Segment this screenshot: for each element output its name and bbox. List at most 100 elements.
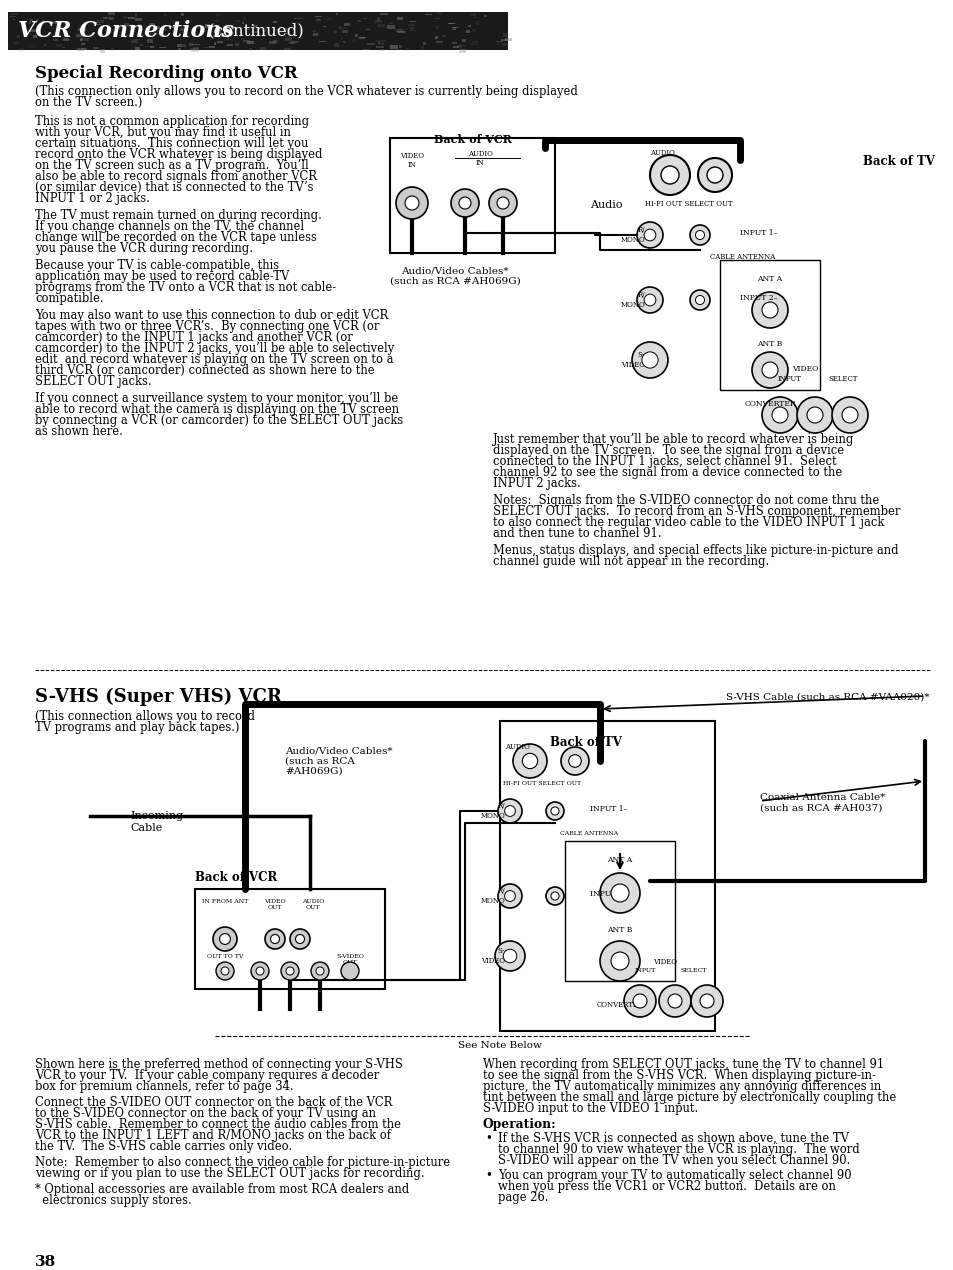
Text: Menus, status displays, and special effects like picture-in-picture and: Menus, status displays, and special effe… — [493, 544, 898, 558]
Bar — [29, 22, 30, 24]
Circle shape — [806, 406, 822, 423]
Bar — [33, 34, 37, 38]
Text: CONVERTER: CONVERTER — [743, 400, 795, 408]
Bar — [209, 46, 214, 48]
Bar — [343, 41, 345, 43]
Circle shape — [497, 884, 521, 908]
Bar — [84, 38, 89, 41]
Bar — [50, 22, 57, 24]
Text: INPUT 1–: INPUT 1– — [589, 805, 627, 813]
Bar — [129, 24, 132, 28]
Bar — [179, 28, 187, 32]
Bar — [12, 19, 15, 20]
Bar — [484, 15, 487, 17]
Bar — [205, 24, 210, 28]
Bar — [124, 23, 130, 25]
Bar — [8, 11, 507, 50]
Bar — [472, 42, 477, 44]
Bar — [103, 17, 108, 19]
Bar — [500, 39, 509, 41]
Bar — [153, 32, 157, 36]
Bar — [232, 27, 234, 30]
Text: OUT TO TV: OUT TO TV — [207, 954, 243, 959]
Bar — [448, 23, 452, 24]
Text: You can program your TV to automatically select channel 90: You can program your TV to automatically… — [497, 1168, 851, 1182]
Text: VIDEO: VIDEO — [652, 958, 677, 966]
Text: Back of TV: Back of TV — [550, 737, 621, 749]
Text: to also connect the regular video cable to the VIDEO INPUT 1 jack: to also connect the regular video cable … — [493, 516, 883, 530]
Text: Just remember that you’ll be able to record whatever is being: Just remember that you’ll be able to rec… — [493, 433, 854, 446]
Bar — [264, 28, 266, 32]
Bar — [105, 29, 108, 32]
Bar — [323, 25, 325, 27]
Bar — [436, 41, 442, 43]
Text: * Optional accessories are available from most RCA dealers and: * Optional accessories are available fro… — [35, 1182, 409, 1196]
Text: tint between the small and large picture by electronically coupling the: tint between the small and large picture… — [482, 1091, 895, 1104]
Bar — [123, 17, 129, 18]
Text: able to record what the camera is displaying on the TV screen: able to record what the camera is displa… — [35, 403, 398, 417]
Circle shape — [560, 747, 588, 775]
Text: displayed on the TV screen.  To see the signal from a device: displayed on the TV screen. To see the s… — [493, 444, 843, 457]
Bar — [462, 38, 465, 42]
Bar — [227, 37, 229, 41]
Bar — [112, 48, 114, 52]
Bar — [398, 29, 403, 30]
Circle shape — [689, 225, 709, 245]
Bar — [260, 47, 266, 50]
Bar — [375, 46, 383, 48]
Bar — [193, 47, 199, 51]
Text: Back of VCR: Back of VCR — [433, 135, 511, 145]
Bar — [100, 33, 103, 37]
Bar — [194, 889, 385, 989]
Bar — [452, 27, 456, 29]
Circle shape — [649, 155, 689, 196]
Text: tapes with two or three VCR’s.  By connecting one VCR (or: tapes with two or three VCR’s. By connec… — [35, 320, 379, 333]
Circle shape — [213, 927, 236, 951]
Text: camcorder) to the INPUT 1 jacks and another VCR (or: camcorder) to the INPUT 1 jacks and anot… — [35, 331, 353, 344]
Bar — [30, 46, 35, 47]
Text: ANT B: ANT B — [607, 926, 632, 933]
Circle shape — [219, 933, 231, 945]
Bar — [468, 25, 470, 27]
Bar — [276, 28, 279, 30]
Text: certain situations.  This connection will let you: certain situations. This connection will… — [35, 137, 308, 150]
Text: programs from the TV onto a VCR that is not cable-: programs from the TV onto a VCR that is … — [35, 281, 335, 293]
Circle shape — [641, 352, 658, 368]
Circle shape — [295, 935, 304, 944]
Bar — [254, 24, 257, 25]
Circle shape — [551, 892, 558, 900]
Text: This is not a common application for recording: This is not a common application for rec… — [35, 116, 309, 128]
Text: ANT A: ANT A — [757, 276, 781, 283]
Bar — [390, 46, 397, 50]
Text: Note:  Remember to also connect the video cable for picture-in-picture: Note: Remember to also connect the video… — [35, 1156, 450, 1168]
Bar — [499, 721, 714, 1031]
Circle shape — [451, 189, 478, 217]
Text: INPUT 2–: INPUT 2– — [740, 293, 777, 302]
Circle shape — [700, 994, 713, 1008]
Text: application may be used to record cable-TV: application may be used to record cable-… — [35, 271, 289, 283]
Circle shape — [796, 398, 832, 433]
Text: Connect the S-VIDEO OUT connector on the back of the VCR: Connect the S-VIDEO OUT connector on the… — [35, 1096, 392, 1109]
Text: VCR Connections: VCR Connections — [18, 20, 233, 42]
Bar — [459, 44, 466, 46]
Bar — [340, 37, 343, 41]
Bar — [502, 43, 508, 46]
Text: The TV must remain turned on during recording.: The TV must remain turned on during reco… — [35, 210, 321, 222]
Text: INPUT 1–: INPUT 1– — [740, 229, 777, 237]
Bar — [56, 44, 62, 47]
Text: page 26.: page 26. — [497, 1191, 548, 1204]
Text: connected to the INPUT 1 jacks, select channel 91.  Select: connected to the INPUT 1 jacks, select c… — [493, 455, 836, 469]
Circle shape — [286, 966, 294, 975]
Bar — [129, 18, 135, 19]
Text: Notes:  Signals from the S-VIDEO connector do not come thru the: Notes: Signals from the S-VIDEO connecto… — [493, 494, 879, 507]
Text: S-VHS (Super VHS) VCR: S-VHS (Super VHS) VCR — [35, 688, 281, 706]
Bar — [505, 38, 512, 42]
Text: by connecting a VCR (or camcorder) to the SELECT OUT jacks: by connecting a VCR (or camcorder) to th… — [35, 414, 403, 427]
Bar — [181, 13, 184, 17]
Circle shape — [405, 196, 418, 210]
Text: VIDEO: VIDEO — [791, 364, 818, 373]
Bar — [42, 19, 44, 22]
Circle shape — [522, 753, 537, 768]
Text: •: • — [484, 1132, 492, 1146]
Text: SELECT OUT jacks.: SELECT OUT jacks. — [35, 375, 152, 389]
